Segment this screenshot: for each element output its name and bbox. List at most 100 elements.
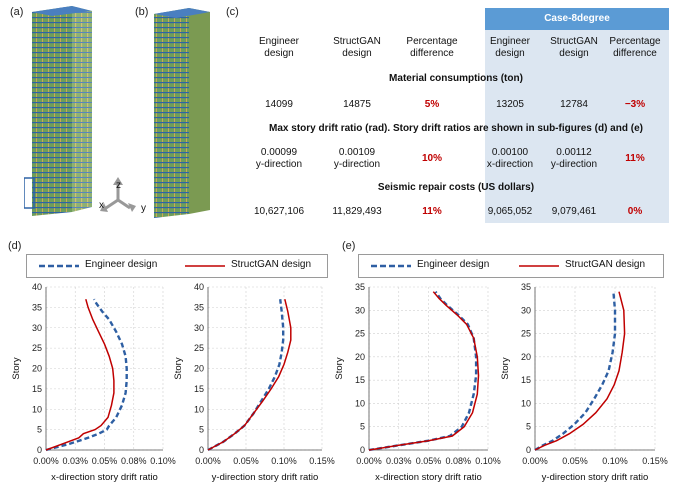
legend-d-engineer-label: Engineer design — [85, 259, 158, 270]
y-tick-label: 30 — [194, 323, 204, 333]
x-tick-label: 0.00% — [522, 456, 548, 466]
engineer-design-line — [368, 291, 478, 452]
case-column-shade — [485, 8, 669, 223]
cell-material-diff-1: 5% — [424, 99, 440, 110]
section-title-drift: Max story drift ratio (rad). Story drift… — [269, 123, 643, 134]
cell-material-engineer-2: 13205 — [496, 99, 524, 110]
legend-d-engineer-swatch — [39, 264, 79, 268]
cell-drift-structgan-1: 0.00109 y-direction — [333, 147, 381, 170]
section-title-material: Material consumptions (ton) — [389, 73, 523, 84]
cell-repair-structgan-1: 11,829,493 — [332, 206, 382, 217]
x-axis-label: x-direction story drift ratio — [375, 472, 482, 483]
y-tick-label: 0 — [37, 445, 42, 455]
x-tick-label: 0.10% — [271, 456, 297, 466]
col-header-structgan-1: StructGAN design — [333, 36, 381, 59]
cell-drift-diff-1: 10% — [421, 153, 442, 164]
y-tick-label: 30 — [355, 305, 365, 315]
cell-repair-engineer-2: 9,065,052 — [487, 206, 533, 217]
y-tick-label: 20 — [521, 352, 531, 362]
y-tick-label: 15 — [521, 375, 531, 385]
legend-d-structgan-swatch — [185, 265, 225, 267]
y-tick-label: 5 — [199, 425, 204, 435]
comparison-table: Case-8degree Engineer design StructGAN d… — [243, 8, 669, 226]
axis-label-x: x — [99, 200, 104, 211]
panel-label-c: (c) — [226, 6, 239, 18]
structgan-design-line — [368, 291, 480, 451]
y-tick-label: 40 — [32, 282, 42, 292]
panel-label-e: (e) — [342, 240, 356, 252]
panel-label-a: (a) — [10, 6, 24, 18]
axis-triad-icon — [100, 177, 136, 212]
y-tick-label: 20 — [32, 364, 42, 374]
building-a-model — [24, 6, 92, 216]
x-tick-label: 0.15% — [642, 456, 668, 466]
col-header-structgan-2: StructGAN design — [550, 36, 598, 59]
x-tick-label: 0.10% — [150, 456, 176, 466]
y-axis-label: Story — [334, 357, 345, 379]
y-tick-label: 5 — [37, 425, 42, 435]
legend-e-engineer-label: Engineer design — [417, 259, 490, 270]
y-tick-label: 35 — [521, 282, 531, 292]
x-tick-label: 0.15% — [309, 456, 335, 466]
y-axis-label: Story — [11, 357, 22, 379]
cell-repair-diff-2: 0% — [627, 206, 643, 217]
building-models-illustration — [24, 6, 210, 218]
building-b-model — [154, 8, 210, 218]
x-tick-label: 0.05% — [233, 456, 259, 466]
x-tick-label: 0.00% — [33, 456, 59, 466]
cell-repair-engineer-1: 10,627,106 — [253, 206, 305, 217]
y-tick-label: 25 — [194, 343, 204, 353]
structgan-design-line — [207, 299, 292, 451]
cell-material-structgan-1: 14875 — [343, 99, 371, 110]
x-tick-label: 0.03% — [386, 456, 412, 466]
y-tick-label: 30 — [32, 323, 42, 333]
y-tick-label: 10 — [521, 398, 531, 408]
col-header-engineer-1: Engineer design — [258, 36, 300, 59]
y-axis-label: Story — [173, 357, 184, 379]
cell-drift-engineer-2: 0.00100 x-direction — [486, 147, 534, 170]
y-tick-label: 25 — [355, 329, 365, 339]
y-tick-label: 30 — [521, 305, 531, 315]
cell-drift-engineer-1: 0.00099 y-direction — [255, 147, 303, 170]
panel-label-b: (b) — [135, 6, 149, 18]
cell-material-engineer-1: 14099 — [265, 99, 293, 110]
cell-material-structgan-2: 12784 — [560, 99, 588, 110]
y-tick-label: 25 — [521, 329, 531, 339]
y-tick-label: 0 — [526, 445, 531, 455]
y-tick-label: 10 — [355, 398, 365, 408]
engineer-design-line — [45, 298, 128, 452]
y-tick-label: 35 — [194, 302, 204, 312]
y-tick-label: 20 — [355, 352, 365, 362]
panel-label-d: (d) — [8, 240, 22, 252]
structgan-design-line — [45, 298, 115, 451]
legend-d-structgan-label: StructGAN design — [231, 259, 312, 270]
y-tick-label: 20 — [194, 364, 204, 374]
x-tick-label: 0.10% — [602, 456, 628, 466]
x-tick-label: 0.10% — [475, 456, 501, 466]
x-tick-label: 0.08% — [121, 456, 147, 466]
y-tick-label: 5 — [360, 422, 365, 432]
case-header: Case-8degree — [485, 8, 669, 30]
x-tick-label: 0.03% — [62, 456, 88, 466]
y-tick-label: 15 — [32, 384, 42, 394]
y-tick-label: 35 — [32, 302, 42, 312]
y-tick-label: 15 — [355, 375, 365, 385]
x-tick-label: 0.05% — [92, 456, 118, 466]
y-tick-label: 5 — [526, 422, 531, 432]
legend-e: Engineer design StructGAN design — [358, 254, 664, 278]
x-tick-label: 0.08% — [445, 456, 471, 466]
y-tick-label: 35 — [355, 282, 365, 292]
y-tick-label: 0 — [360, 445, 365, 455]
cell-material-diff-2: −3% — [624, 99, 646, 110]
cell-repair-structgan-2: 9,079,461 — [551, 206, 597, 217]
x-axis-label: y-direction story drift ratio — [542, 472, 649, 483]
axis-label-y: y — [141, 203, 146, 214]
x-tick-label: 0.05% — [562, 456, 588, 466]
y-tick-label: 0 — [199, 445, 204, 455]
cell-drift-diff-2: 11% — [625, 153, 645, 164]
cell-repair-diff-1: 11% — [422, 206, 442, 217]
legend-e-engineer-swatch — [371, 264, 411, 268]
x-axis-label: y-direction story drift ratio — [212, 472, 319, 483]
y-tick-label: 15 — [194, 384, 204, 394]
